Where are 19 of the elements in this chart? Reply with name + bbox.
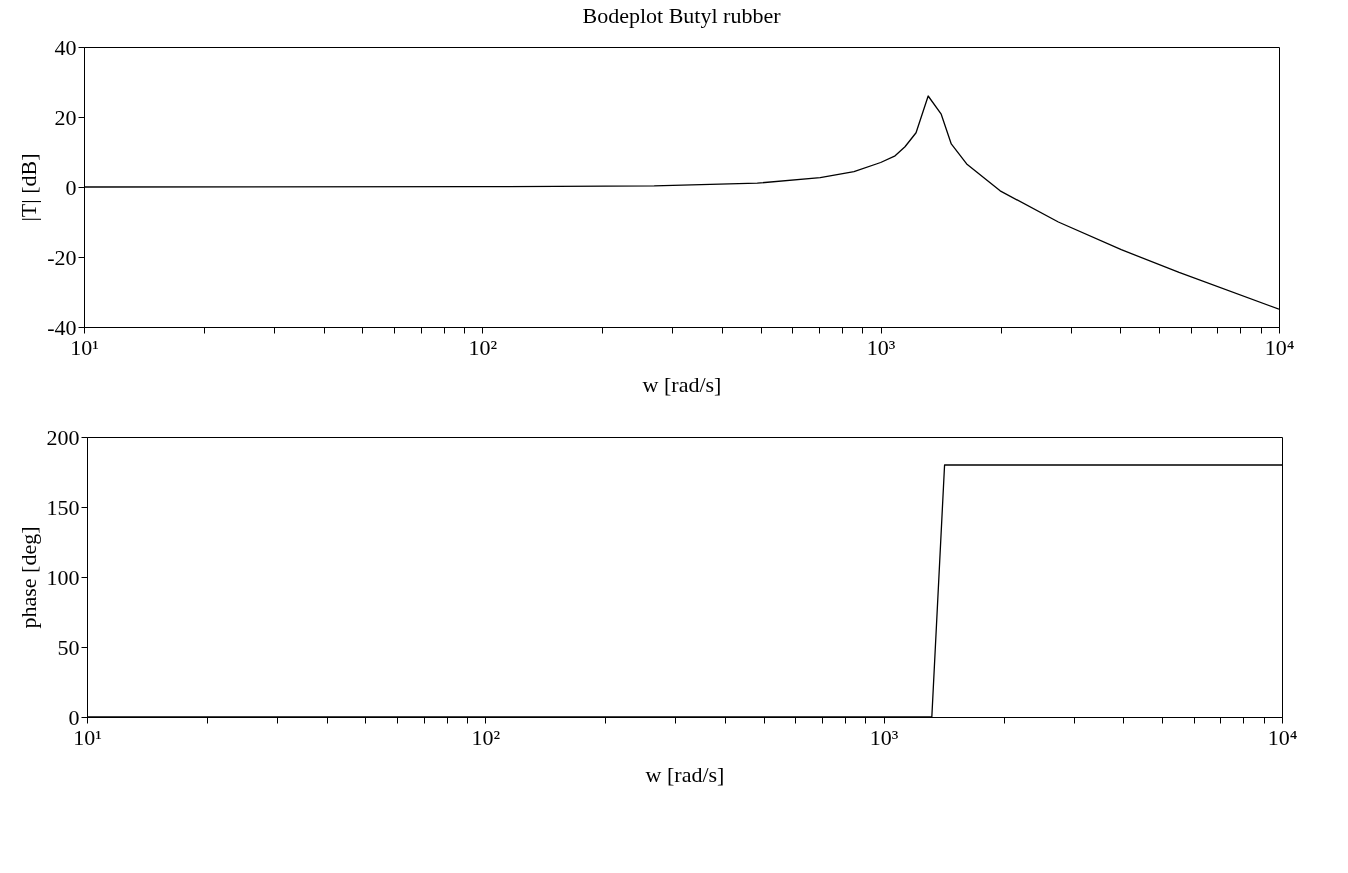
x-tick-label: 10⁴ — [1264, 334, 1295, 360]
x-axis-title: w [rad/s] — [645, 761, 725, 787]
x-tick-label: 10² — [471, 724, 501, 750]
y-tick-label: 100 — [46, 564, 80, 590]
y-tick-label: 0 — [65, 174, 77, 200]
y-tick-label: 50 — [57, 634, 80, 660]
x-tick-label: 10² — [468, 334, 498, 360]
y-tick-label: 150 — [46, 494, 80, 520]
y-axis-title: |T| [dB] — [16, 153, 42, 222]
y-axis-title: phase [deg] — [15, 526, 41, 629]
x-tick-label: 10³ — [866, 334, 896, 360]
chart-title: Bodeplot Butyl rubber — [582, 3, 782, 28]
y-tick-label: 40 — [54, 34, 77, 60]
x-tick-label: 10³ — [869, 724, 899, 750]
y-tick-label: 200 — [46, 424, 80, 450]
y-tick-label: -20 — [47, 244, 77, 270]
x-tick-label: 10⁴ — [1267, 724, 1298, 750]
x-axis-title: w [rad/s] — [642, 371, 722, 397]
y-tick-label: 20 — [54, 104, 77, 130]
